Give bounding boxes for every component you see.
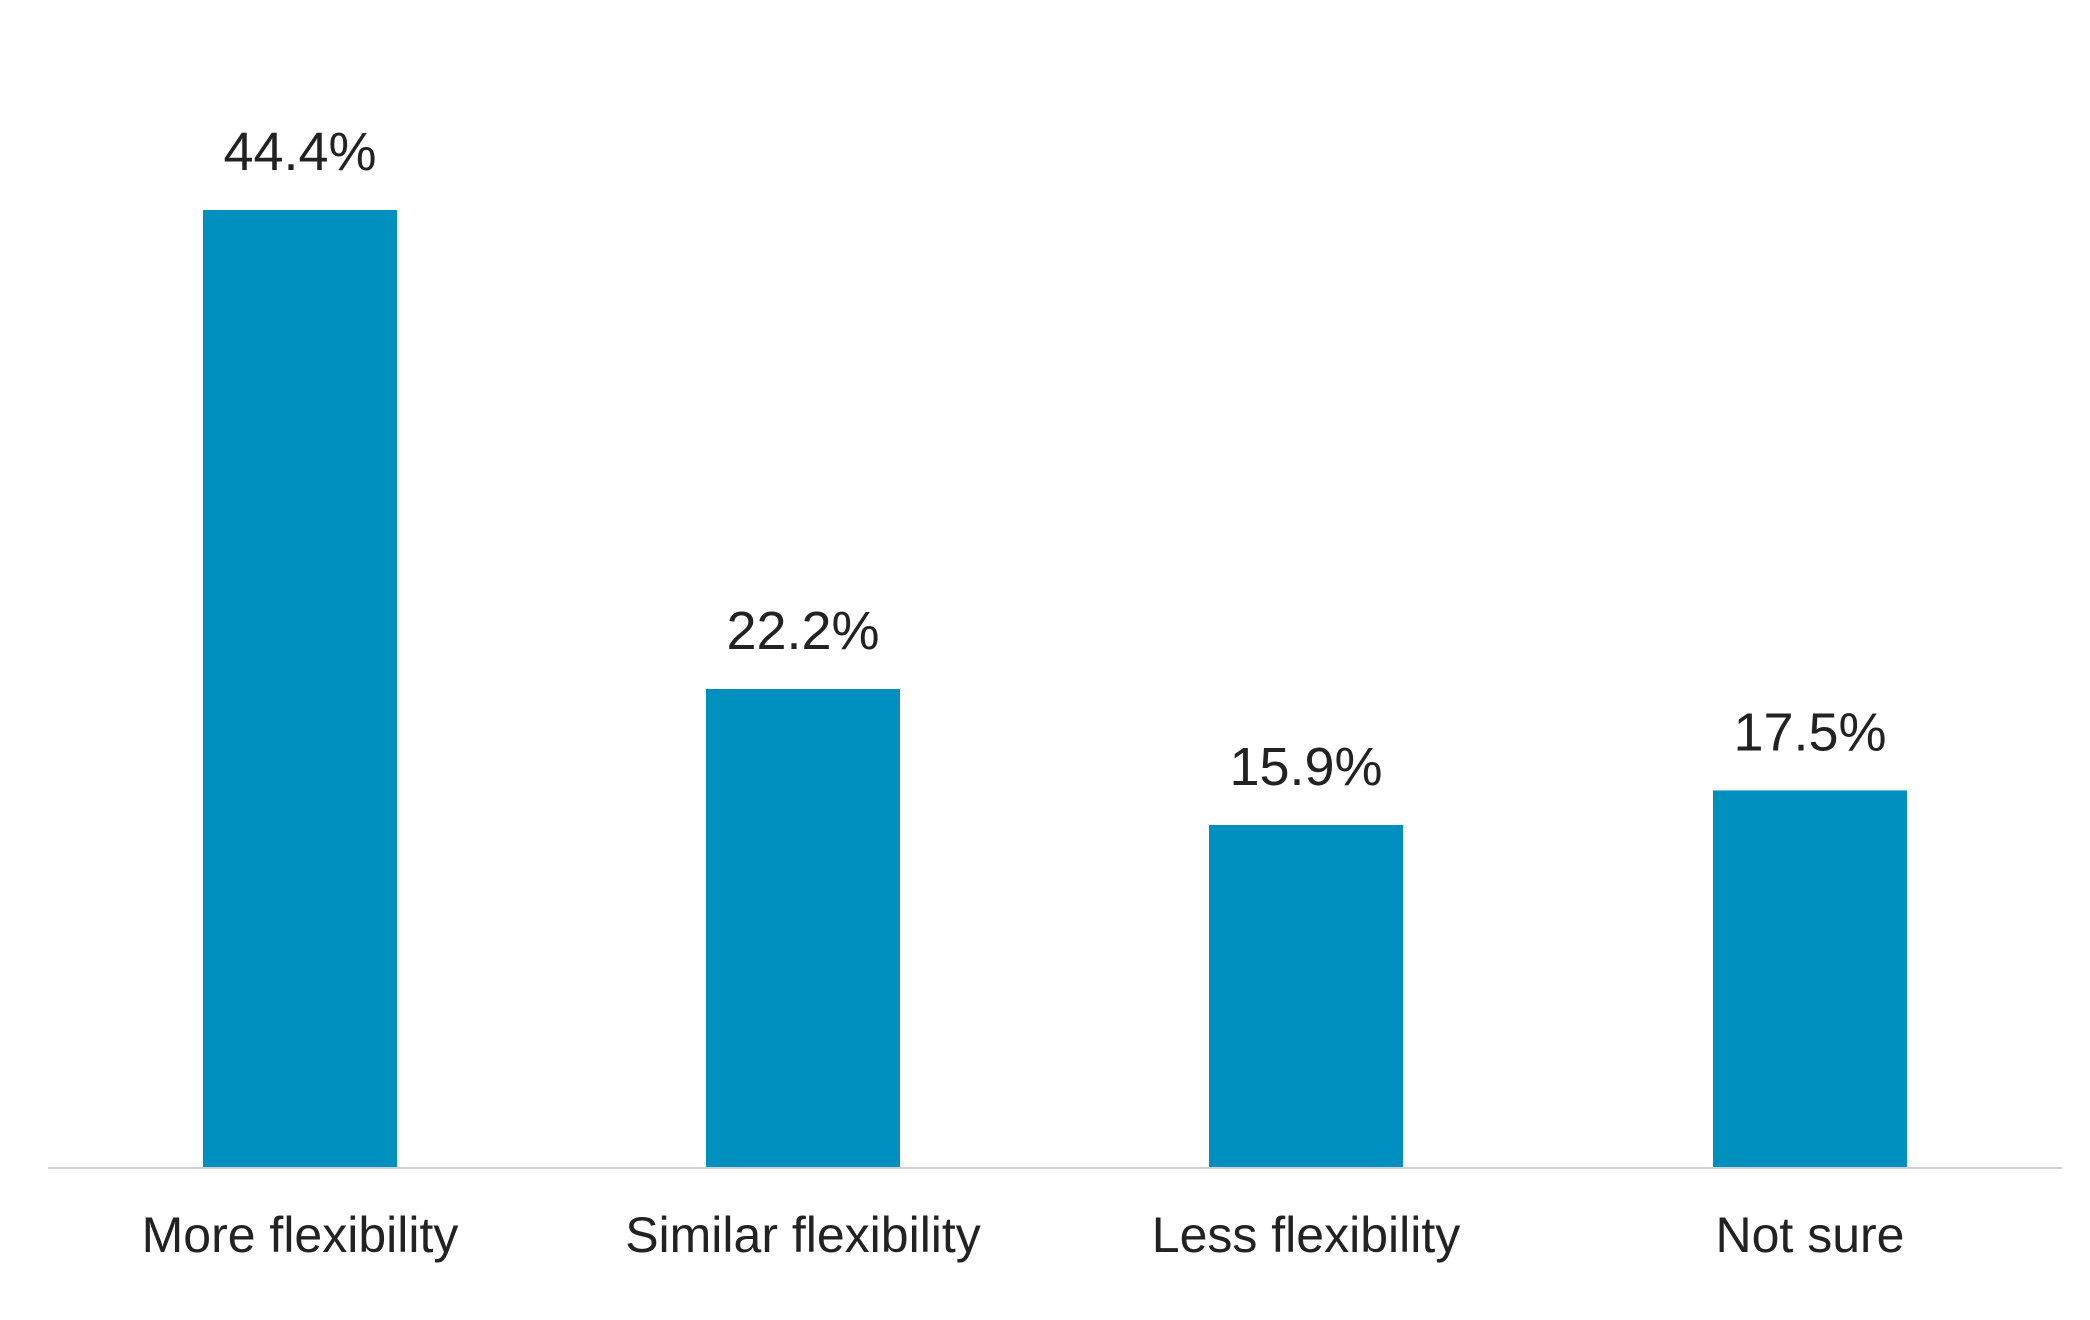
- category-label-1: Similar flexibility: [625, 1207, 981, 1263]
- value-label-0: 44.4%: [223, 122, 376, 182]
- category-label-0: More flexibility: [142, 1207, 459, 1263]
- bar-3: [1713, 790, 1907, 1168]
- category-label-3: Not sure: [1716, 1207, 1905, 1263]
- category-label-2: Less flexibility: [1152, 1207, 1460, 1263]
- labels-layer: 44.4% More flexibility 22.2% Similar flexib…: [142, 122, 1905, 1263]
- value-label-2: 15.9%: [1229, 737, 1382, 797]
- bar-0: [203, 210, 397, 1168]
- bars-layer: [203, 210, 1907, 1168]
- bar-2: [1209, 824, 1403, 1168]
- bar-1: [706, 689, 900, 1168]
- value-label-1: 22.2%: [726, 601, 879, 661]
- value-label-3: 17.5%: [1733, 702, 1886, 762]
